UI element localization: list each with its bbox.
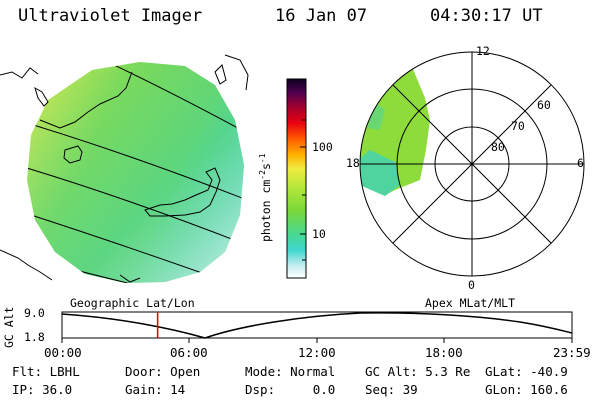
mlt-label-18: 18 xyxy=(346,156,360,170)
mlt-label-6: 6 xyxy=(577,156,584,170)
gc-alt-axis-label: GC Alt xyxy=(2,306,16,348)
color-bar xyxy=(286,78,307,279)
mlat-label-80: 80 xyxy=(491,140,505,154)
seq-info: Seq: 39 xyxy=(365,382,418,397)
x-tick-0000: 00:00 xyxy=(44,345,82,360)
polar-plot xyxy=(359,51,585,277)
right-panel-label: Apex MLat/MLT xyxy=(425,296,516,310)
glat-info: GLat: -40.9 xyxy=(485,364,568,379)
gc-alt-info: GC Alt: 5.3 Re xyxy=(365,364,471,379)
altitude-curve xyxy=(61,312,573,339)
ip-info: IP: 36.0 xyxy=(12,382,73,397)
mlt-label-0: 0 xyxy=(468,278,475,292)
filter-info: Flt: LBHL xyxy=(12,364,80,379)
imager-disk xyxy=(27,62,244,283)
colorbar-tick-100: 100 xyxy=(312,140,333,154)
mlat-label-60: 60 xyxy=(537,98,551,112)
y-tick-1-8: 1.8 xyxy=(24,330,45,344)
gain-info: Gain: 14 xyxy=(125,382,186,397)
header-date: 16 Jan 07 xyxy=(275,6,368,26)
x-tick-0600: 06:00 xyxy=(170,345,208,360)
app-title: Ultraviolet Imager xyxy=(18,6,203,26)
colorbar-tick-10: 10 xyxy=(312,227,326,241)
mlt-label-12: 12 xyxy=(476,44,490,58)
colorbar-units-label: photon cm-2s-1 xyxy=(258,153,273,242)
y-tick-9: 9.0 xyxy=(24,306,45,320)
header-time: 04:30:17 UT xyxy=(430,6,543,26)
x-tick-2359: 23:59 xyxy=(553,345,591,360)
mode-info: Mode: Normal xyxy=(245,364,336,379)
door-info: Door: Open xyxy=(125,364,201,379)
glon-info: GLon: 160.6 xyxy=(485,382,568,397)
x-tick-1800: 18:00 xyxy=(425,345,463,360)
x-tick-1200: 12:00 xyxy=(298,345,336,360)
left-panel-label: Geographic Lat/Lon xyxy=(70,296,195,310)
dsp-info: Dsp: 0.0 xyxy=(245,382,336,397)
mlat-label-70: 70 xyxy=(511,119,525,133)
